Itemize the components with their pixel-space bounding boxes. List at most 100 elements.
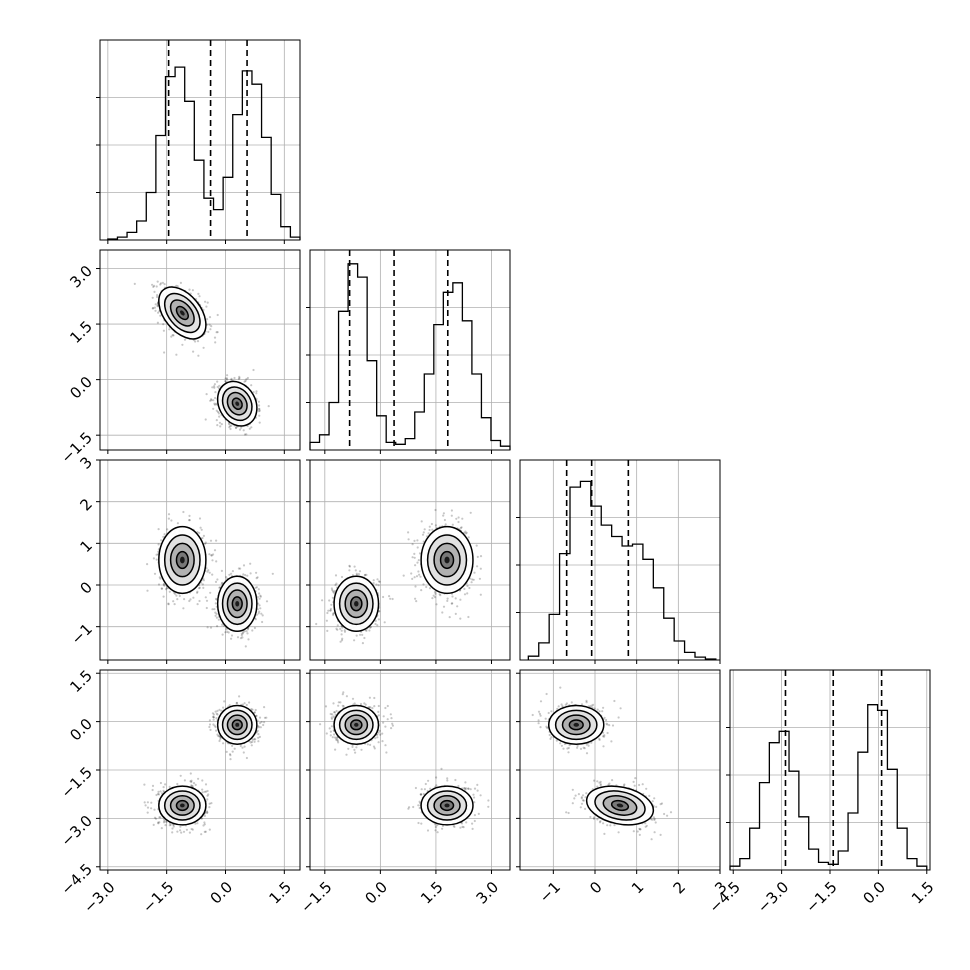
sample-point (169, 823, 172, 826)
sample-point (205, 599, 209, 602)
sample-point (213, 383, 216, 386)
sample-point (415, 575, 419, 578)
sample-point (242, 573, 245, 576)
sample-point (339, 627, 342, 631)
sample-point (215, 560, 218, 563)
sample-point (376, 624, 379, 627)
sample-point (153, 284, 156, 287)
sample-point (203, 830, 206, 834)
sample-point (259, 607, 262, 610)
sample-point (161, 281, 164, 284)
sample-point (208, 323, 211, 326)
sample-point (229, 425, 232, 428)
sample-point (190, 779, 193, 782)
sample-point (250, 384, 253, 387)
sample-point (348, 565, 351, 568)
sample-point (432, 594, 435, 597)
sample-point (225, 377, 228, 380)
sample-point (430, 522, 433, 526)
sample-point (216, 625, 219, 628)
sample-point (212, 553, 215, 556)
sample-point (198, 599, 201, 603)
y-tick-label: 0.0 (66, 373, 96, 403)
sample-point (196, 822, 199, 825)
sample-point (214, 580, 218, 584)
sample-point (146, 811, 149, 814)
sample-point (162, 789, 165, 792)
sample-point (189, 598, 192, 601)
sample-point (230, 634, 234, 637)
y-tick-label: 3.0 (66, 262, 96, 292)
panel-frame (99, 249, 301, 451)
sample-point (431, 528, 434, 531)
sample-point (198, 586, 201, 589)
sample-point (212, 407, 215, 410)
sample-point (413, 539, 416, 543)
y-tick-label: 2 (77, 495, 96, 514)
sample-point (196, 531, 199, 534)
sample-point (225, 576, 228, 579)
sample-point (331, 596, 334, 599)
sample-point (354, 569, 357, 572)
sample-point (218, 421, 221, 424)
sample-point (228, 426, 231, 429)
sample-point (328, 599, 331, 602)
sample-point (214, 597, 218, 601)
sample-point (209, 328, 212, 331)
sample-point (157, 793, 161, 796)
sample-point (179, 281, 182, 284)
sample-point (204, 790, 208, 793)
sample-point (216, 380, 219, 383)
sample-point (157, 790, 160, 794)
sample-point (258, 597, 261, 600)
sample-point (249, 572, 252, 575)
sample-point (199, 526, 202, 529)
sample-point (230, 637, 233, 640)
sample-point (219, 425, 222, 428)
sample-point (343, 630, 347, 633)
sample-point (414, 597, 417, 600)
sample-point (442, 512, 445, 515)
sample-point (335, 582, 338, 585)
sample-point (243, 433, 247, 436)
sample-point (146, 806, 150, 809)
sample-point (155, 793, 158, 797)
sample-point (242, 429, 245, 432)
sample-point (340, 639, 344, 642)
sample-point (261, 614, 264, 617)
sample-point (146, 563, 149, 566)
sample-point (228, 573, 231, 576)
sample-point (208, 316, 212, 319)
sample-point (206, 570, 209, 573)
sample-point (464, 530, 467, 533)
sample-point (171, 831, 174, 834)
sample-point (375, 583, 378, 586)
sample-point (330, 603, 333, 606)
sample-point (215, 409, 218, 412)
sample-point (413, 576, 416, 579)
x-tick-label: −3.0 (754, 878, 792, 916)
sample-point (210, 554, 213, 557)
sample-point (334, 583, 337, 587)
sample-point (158, 816, 161, 819)
sample-point (206, 626, 209, 629)
sample-point (207, 793, 210, 796)
sample-point (383, 621, 386, 624)
sample-point (213, 402, 216, 405)
sample-point (172, 600, 175, 603)
sample-point (151, 788, 154, 792)
sample-point (170, 335, 173, 338)
sample-point (162, 821, 166, 824)
sample-point (230, 424, 233, 427)
sample-point (455, 517, 458, 520)
sample-point (165, 588, 168, 591)
sample-point (155, 285, 158, 288)
sample-point (255, 571, 258, 574)
sample-point (245, 433, 248, 436)
sample-point (228, 423, 231, 426)
sample-point (448, 616, 451, 619)
sample-point (411, 543, 414, 546)
sample-point (216, 385, 219, 389)
sample-point (473, 571, 476, 574)
sample-point (156, 321, 159, 324)
